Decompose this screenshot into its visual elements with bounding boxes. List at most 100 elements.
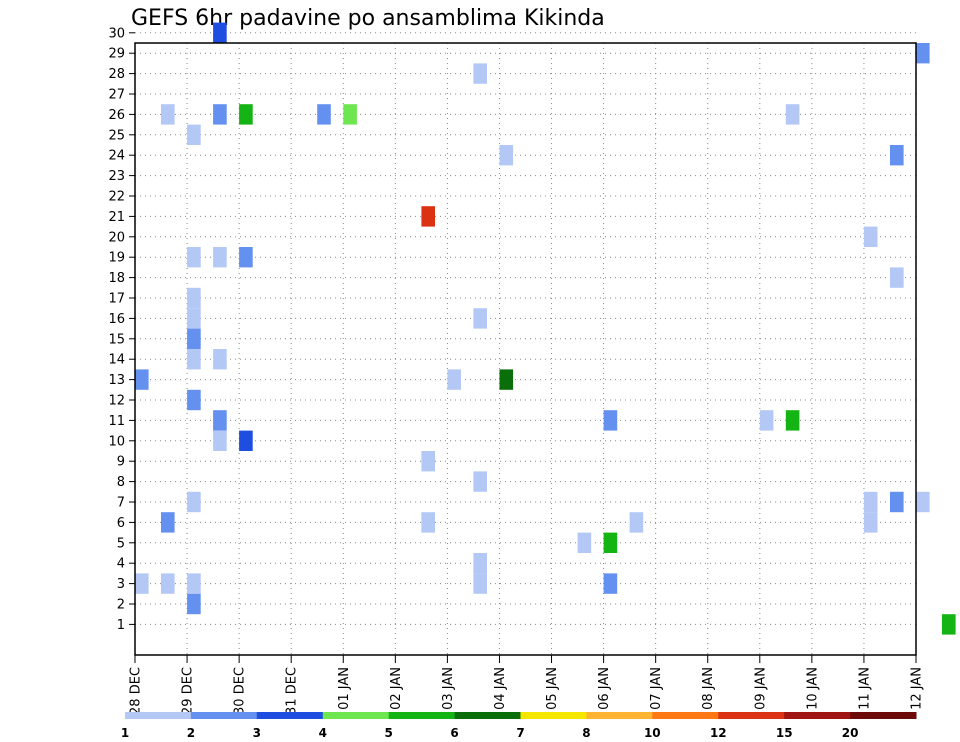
x-tick-label: 07 JAN xyxy=(649,667,664,710)
precip-cell xyxy=(239,247,253,268)
grid-lines xyxy=(134,32,917,655)
precip-cell xyxy=(187,308,201,329)
precip-cell xyxy=(187,287,201,309)
precip-cell xyxy=(135,369,149,390)
y-tick-label: 4 xyxy=(117,557,125,572)
y-tick-label: 2 xyxy=(117,598,125,613)
precip-cell xyxy=(577,532,592,553)
x-tick-label: 08 JAN xyxy=(701,667,716,710)
colorbar-label: 4 xyxy=(319,726,327,740)
precip-cell xyxy=(239,430,253,451)
precip-cell xyxy=(213,22,227,43)
y-tick-label: 13 xyxy=(108,373,125,388)
colorbar-swatch xyxy=(718,712,785,719)
precip-cell xyxy=(473,471,487,492)
colorbar-swatch xyxy=(190,712,258,719)
precip-cell xyxy=(785,104,800,125)
colorbar-swatch xyxy=(388,712,456,719)
colorbar-label: 12 xyxy=(710,726,727,740)
precip-cell xyxy=(343,104,357,125)
colorbar-label: 5 xyxy=(385,726,393,740)
colorbar-label: 20 xyxy=(842,726,859,740)
y-tick-label: 11 xyxy=(108,414,125,429)
x-tick-label: 03 JAN xyxy=(441,667,456,710)
y-tick-label: 10 xyxy=(108,434,125,449)
x-tick-label: 01 JAN xyxy=(337,667,352,710)
precip-cell xyxy=(213,430,227,451)
y-tick-label: 25 xyxy=(108,128,125,143)
precip-cell xyxy=(916,43,930,64)
x-tick-label: 30 DEC xyxy=(233,667,248,715)
precip-cell xyxy=(473,63,487,84)
precip-cell xyxy=(213,247,227,268)
x-tick-label: 31 DEC xyxy=(285,667,300,715)
precip-cell xyxy=(187,491,201,513)
y-tick-label: 17 xyxy=(108,292,125,307)
precip-cell xyxy=(187,124,201,145)
precip-cell xyxy=(473,308,487,329)
precipitation-cells xyxy=(135,22,956,635)
y-tick-label: 5 xyxy=(117,536,125,551)
y-tick-label: 23 xyxy=(108,169,125,184)
precip-cell xyxy=(421,206,435,227)
y-tick-label: 22 xyxy=(108,190,125,205)
x-tick-label: 10 JAN xyxy=(805,667,820,710)
colorbar-label: 2 xyxy=(187,726,195,740)
x-tick-label: 29 DEC xyxy=(181,667,196,715)
y-tick-label: 28 xyxy=(108,67,125,82)
y-tick-label: 27 xyxy=(108,88,125,103)
y-tick-label: 18 xyxy=(108,271,125,286)
y-tick-label: 30 xyxy=(108,26,125,41)
x-tick-label: 09 JAN xyxy=(753,667,768,710)
y-tick-label: 1 xyxy=(117,618,125,633)
colorbar-label: 1 xyxy=(121,726,129,740)
precip-cell xyxy=(603,532,618,553)
y-tick-label: 24 xyxy=(108,149,125,164)
y-tick-label: 16 xyxy=(108,312,125,327)
precip-cell xyxy=(187,389,201,411)
y-tick-label: 9 xyxy=(117,455,125,470)
precip-cell xyxy=(187,247,201,268)
precip-cell xyxy=(759,410,774,431)
precip-cell xyxy=(161,512,175,533)
precip-cell xyxy=(916,491,930,513)
colorbar-label: 10 xyxy=(644,726,661,740)
y-tick-label: 20 xyxy=(108,230,125,245)
precip-cell xyxy=(239,104,253,125)
precip-cell xyxy=(213,349,227,370)
precip-cell xyxy=(161,104,175,125)
colorbar-label: 7 xyxy=(516,726,524,740)
colorbar-swatch xyxy=(652,712,719,719)
precip-cell xyxy=(421,451,435,472)
precip-cell xyxy=(447,369,461,390)
precip-cell xyxy=(421,512,435,533)
colorbar-label: 15 xyxy=(776,726,793,740)
precip-cell xyxy=(187,349,201,370)
colorbar-swatch xyxy=(586,712,653,719)
x-tick-label: 04 JAN xyxy=(493,667,508,710)
precip-cell xyxy=(942,614,956,635)
y-tick-label: 21 xyxy=(108,210,125,225)
precip-cell xyxy=(499,369,514,390)
colorbar-swatch xyxy=(520,712,587,719)
x-tick-label: 28 DEC xyxy=(129,667,144,715)
precip-cell xyxy=(213,410,227,431)
precip-cell xyxy=(890,491,904,513)
precip-cell xyxy=(161,573,175,594)
precip-cell xyxy=(135,573,149,594)
colorbar-label: 8 xyxy=(582,726,590,740)
precip-cell xyxy=(863,512,878,533)
x-tick-label: 06 JAN xyxy=(597,667,612,710)
x-tick-label: 02 JAN xyxy=(389,667,404,710)
precip-cell xyxy=(890,145,904,166)
precip-cell xyxy=(890,267,904,288)
precip-cell xyxy=(785,410,800,431)
x-tick-label: 12 JAN xyxy=(910,667,925,710)
colorbar-label: 3 xyxy=(253,726,261,740)
y-tick-label: 6 xyxy=(117,516,125,531)
colorbar-swatch xyxy=(322,712,390,719)
precip-cell xyxy=(213,104,227,125)
precip-cell xyxy=(863,491,878,513)
y-tick-label: 19 xyxy=(108,251,125,266)
